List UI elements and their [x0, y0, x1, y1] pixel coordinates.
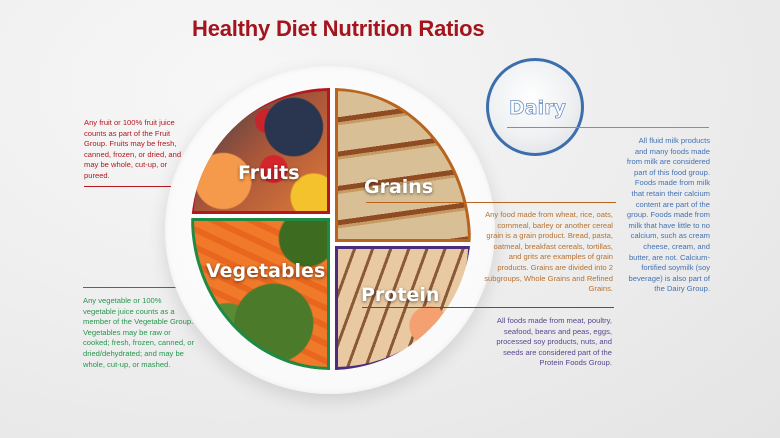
- grains-description: Any food made from wheat, rice, oats, co…: [484, 210, 613, 294]
- fruits-description: Any fruit or 100% fruit juice counts as …: [84, 118, 182, 180]
- plate-food-area: [191, 88, 471, 370]
- dairy-label: Dairy: [509, 97, 567, 120]
- grains-label: Grains: [364, 176, 434, 198]
- protein-label: Protein: [361, 284, 440, 306]
- vegetables-description: Any vegetable or 100% vegetable juice co…: [83, 296, 195, 369]
- dairy-circle[interactable]: [486, 58, 584, 156]
- fruits-section[interactable]: [191, 88, 330, 214]
- fruits-label: Fruits: [238, 162, 300, 184]
- dairy-description: All fluid milk products and many foods m…: [626, 136, 710, 294]
- protein-leader-line: [362, 307, 614, 308]
- grains-section[interactable]: [335, 88, 471, 242]
- protein-description: All foods made from meat, poultry, seafo…: [496, 316, 612, 368]
- protein-section[interactable]: [335, 246, 471, 370]
- vegetables-label: Vegetables: [206, 260, 326, 282]
- dairy-leader-line: [507, 127, 709, 128]
- grains-leader-line: [366, 202, 616, 203]
- vegetables-section[interactable]: [191, 218, 330, 370]
- infographic-title: Healthy Diet Nutrition Ratios: [192, 16, 485, 41]
